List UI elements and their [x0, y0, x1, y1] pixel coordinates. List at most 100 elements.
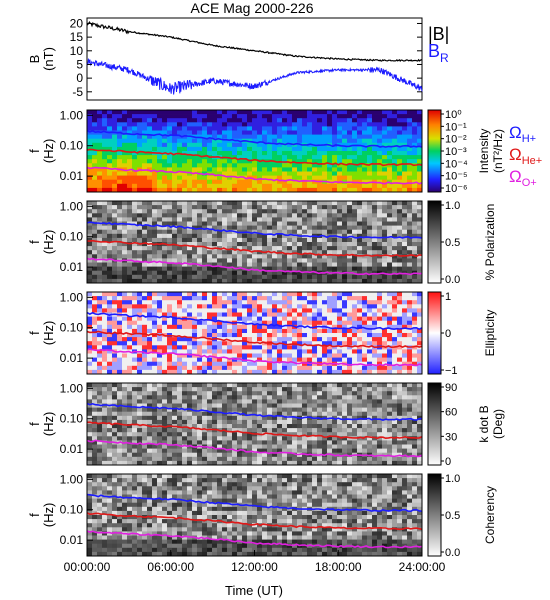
heatmap-cell	[187, 167, 193, 172]
heatmap-cell	[337, 296, 343, 301]
heatmap-cell	[232, 324, 238, 330]
heatmap-cell	[382, 337, 388, 342]
heatmap-cell	[372, 349, 378, 354]
heatmap-cell	[392, 205, 398, 210]
heatmap-cell	[197, 146, 203, 152]
heatmap-cell	[272, 395, 278, 400]
heatmap-cell	[127, 213, 133, 218]
heatmap-cell	[152, 270, 158, 276]
heatmap-cell	[252, 171, 258, 176]
heatmap-cell	[322, 155, 328, 160]
heatmap-cell	[282, 114, 288, 119]
heatmap-cell	[257, 292, 263, 297]
heatmap-cell	[352, 167, 358, 172]
heatmap-cell	[147, 213, 153, 218]
heatmap-cell	[242, 155, 248, 160]
heatmap-cell	[222, 217, 228, 222]
heatmap-cell	[252, 365, 258, 371]
heatmap-cell	[142, 292, 148, 297]
heatmap-cell	[287, 365, 293, 371]
heatmap-cell	[182, 175, 188, 180]
heatmap-cell	[202, 415, 208, 421]
heatmap-cell	[152, 308, 158, 313]
heatmap-cell	[292, 320, 298, 326]
heatmap-cell	[122, 183, 128, 189]
heatmap-cell	[402, 126, 408, 131]
heatmap-cell	[117, 419, 123, 425]
heatmap-cell	[357, 151, 363, 156]
heatmap-cell	[302, 242, 308, 247]
heatmap-cell	[172, 304, 178, 309]
heatmap-cell	[357, 266, 363, 271]
heatmap-cell	[152, 233, 158, 239]
heatmap-cell	[392, 175, 398, 180]
heatmap-cell	[97, 316, 103, 321]
heatmap-cell	[402, 300, 408, 305]
heatmap-cell	[287, 395, 293, 400]
heatmap-cell	[92, 345, 98, 350]
heatmap-cell	[307, 250, 313, 255]
heatmap-cell	[117, 213, 123, 218]
heatmap-cell	[122, 399, 128, 404]
heatmap-cell	[292, 357, 298, 362]
heatmap-cell	[152, 365, 158, 371]
heatmap-cell	[227, 387, 233, 392]
heatmap-cell	[292, 387, 298, 392]
heatmap-cell	[252, 262, 258, 267]
heatmap-cell	[412, 357, 418, 362]
heatmap-cell	[237, 254, 243, 259]
heatmap-cell	[417, 353, 423, 358]
heatmap-cell	[242, 201, 248, 206]
heatmap-cell	[92, 424, 98, 429]
heatmap-cell	[202, 246, 208, 251]
heatmap-cell	[202, 328, 208, 334]
heatmap-cell	[192, 415, 198, 421]
heatmap-cell	[117, 452, 123, 458]
heatmap-cell	[267, 270, 273, 276]
heatmap-cell	[187, 159, 193, 164]
heatmap-cell	[362, 138, 368, 144]
heatmap-cell	[117, 163, 123, 168]
heatmap-cell	[382, 187, 388, 193]
heatmap-cell	[152, 138, 158, 144]
heatmap-cell	[212, 383, 218, 388]
heatmap-cell	[192, 151, 198, 156]
heatmap-cell	[317, 114, 323, 119]
heatmap-cell	[207, 142, 213, 148]
heatmap-cell	[107, 126, 113, 131]
heatmap-cell	[357, 258, 363, 263]
heatmap-cell	[132, 142, 138, 148]
heatmap-cell	[317, 246, 323, 251]
heatmap-cell	[107, 391, 113, 396]
heatmap-cell	[92, 320, 98, 326]
heatmap-cell	[352, 134, 358, 139]
polarization-colorbar	[427, 200, 442, 284]
heatmap-cell	[102, 391, 108, 396]
heatmap-cell	[242, 246, 248, 251]
heatmap-cell	[202, 114, 208, 119]
heatmap-cell	[302, 304, 308, 309]
heatmap-cell	[402, 262, 408, 267]
heatmap-cell	[252, 138, 258, 144]
heatmap-cell	[397, 262, 403, 267]
heatmap-cell	[257, 278, 263, 284]
heatmap-cell	[212, 242, 218, 247]
heatmap-cell	[257, 320, 263, 326]
heatmap-cell	[342, 130, 348, 135]
heatmap-cell	[92, 407, 98, 412]
heatmap-cell	[247, 399, 253, 404]
heatmap-cell	[342, 134, 348, 139]
heatmap-cell	[112, 337, 118, 342]
heatmap-cell	[312, 225, 318, 230]
heatmap-cell	[187, 142, 193, 148]
heatmap-cell	[352, 349, 358, 354]
heatmap-cell	[152, 175, 158, 180]
heatmap-cell	[102, 167, 108, 172]
heatmap-cell	[112, 369, 118, 375]
heatmap-cell	[337, 353, 343, 358]
heatmap-cell	[97, 391, 103, 396]
heatmap-cell	[217, 300, 223, 305]
heatmap-cell	[87, 151, 93, 156]
heatmap-cell	[132, 254, 138, 259]
heatmap-cell	[172, 246, 178, 251]
